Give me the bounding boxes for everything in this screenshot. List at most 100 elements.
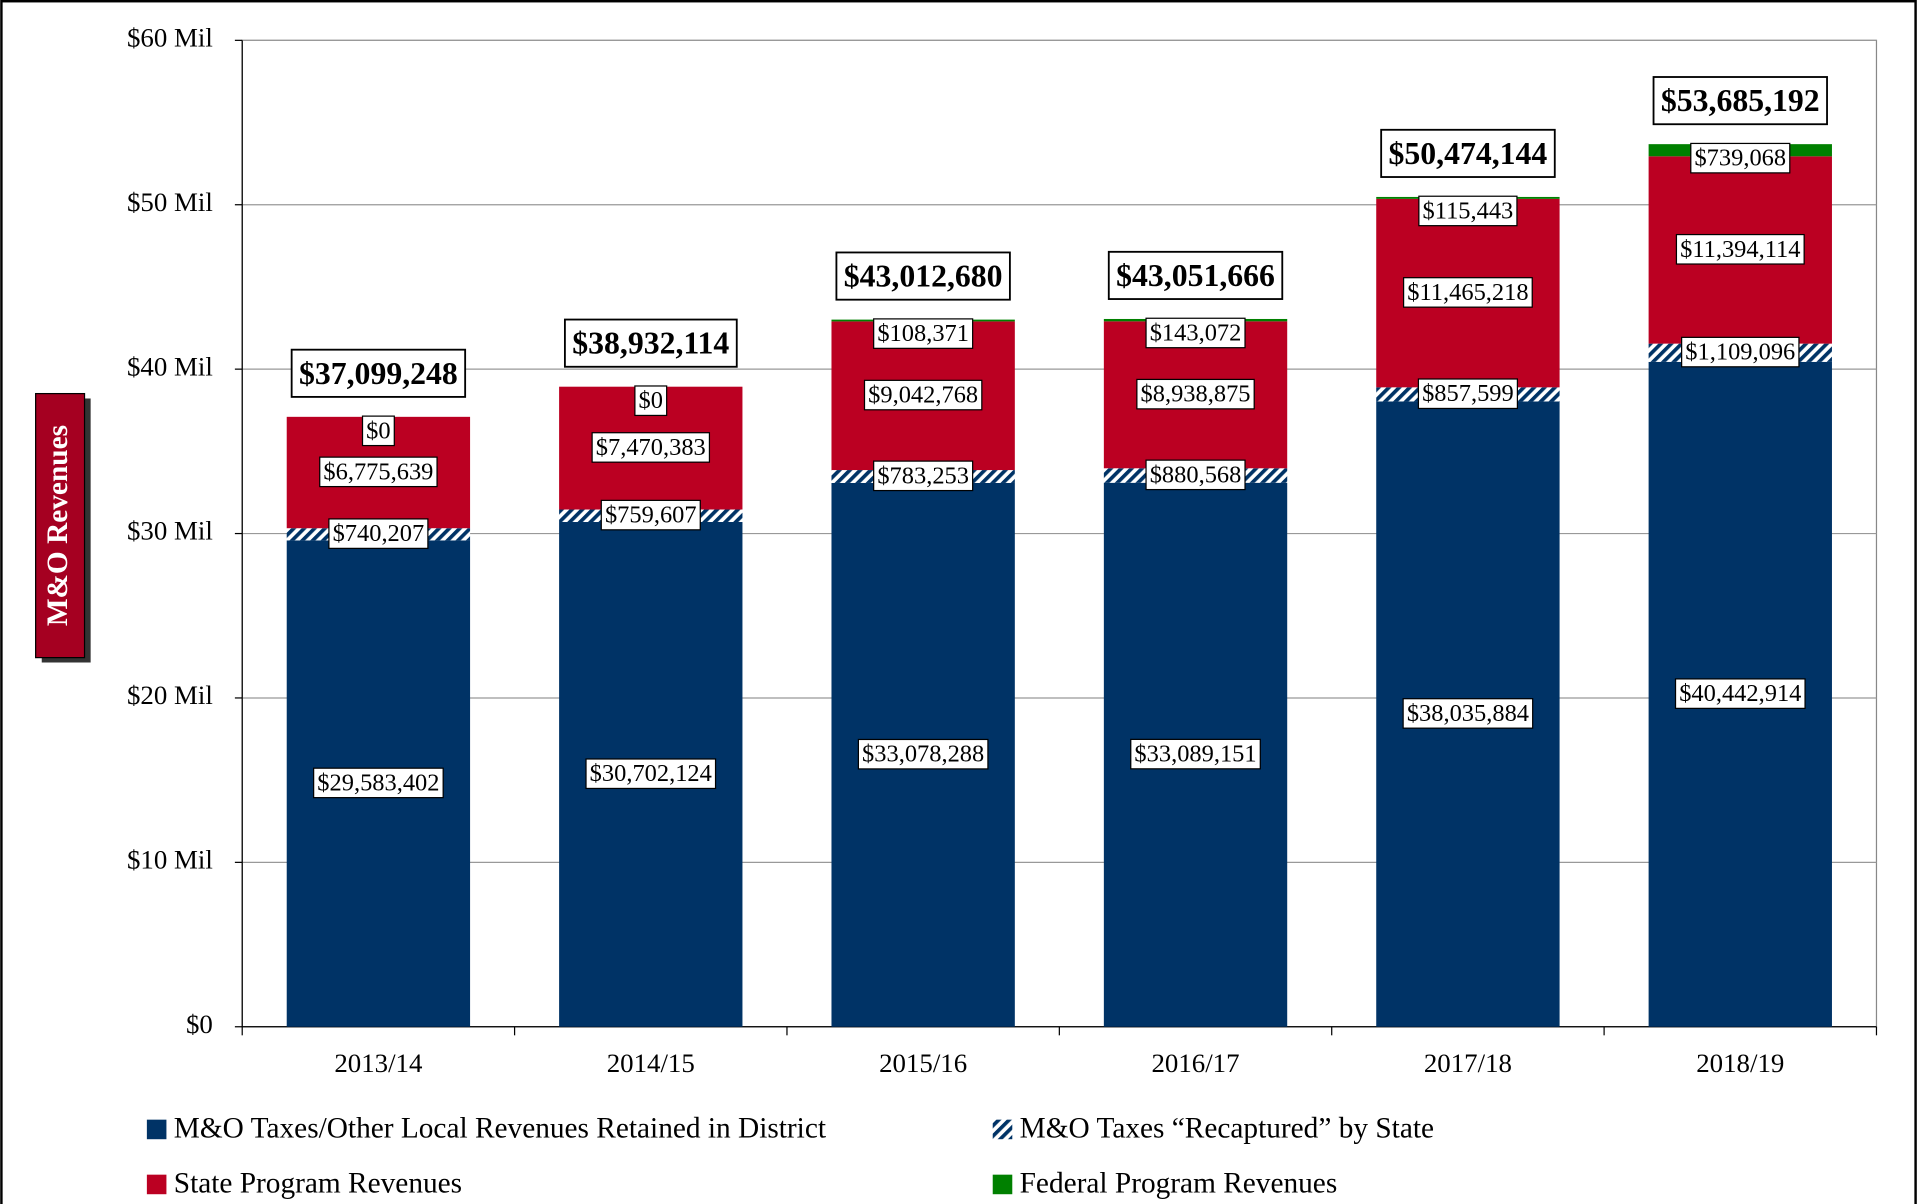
value-label-group: $880,568 [1145, 459, 1246, 491]
value-label-box [600, 499, 701, 531]
value-label: $1,109,096 [1685, 339, 1795, 366]
value-label-group: $0 [361, 415, 395, 447]
value-label-box [361, 415, 395, 447]
value-label-box [634, 385, 668, 417]
value-label: $9,042,768 [868, 382, 978, 409]
value-label-box [873, 318, 974, 349]
legend-label: M&O Taxes/Other Local Revenues Retained … [174, 1112, 826, 1144]
legend-swatch [992, 1119, 1013, 1140]
y-label-box [35, 392, 86, 659]
value-label-box [1402, 698, 1534, 729]
total-label-box [1380, 128, 1556, 178]
y-tick-label: $30 Mil [127, 516, 213, 546]
value-label: $29,583,402 [317, 769, 439, 796]
value-label-group: $11,394,114 [1675, 233, 1805, 265]
value-label-group: $115,443 [1418, 195, 1518, 227]
value-label-group: $33,078,288 [857, 738, 989, 770]
value-label-box [863, 379, 983, 411]
value-label-box [1145, 459, 1246, 491]
value-label-group: $29,583,402 [313, 767, 444, 799]
value-label-box [1681, 336, 1800, 368]
total-label-box [1107, 250, 1284, 300]
value-label: $8,938,875 [1141, 381, 1251, 408]
value-label-group: $11,465,218 [1402, 277, 1533, 308]
value-label-group: $739,068 [1690, 142, 1791, 174]
value-label: $740,207 [333, 520, 425, 547]
value-label: $783,253 [877, 462, 969, 489]
value-label: $7,470,383 [596, 434, 706, 461]
value-label: $30,702,124 [590, 760, 712, 787]
x-tick-label: 2014/15 [607, 1048, 695, 1078]
value-label-box [328, 518, 429, 549]
value-label-group: $8,938,875 [1136, 378, 1255, 410]
total-label-box [290, 348, 467, 398]
x-tick-label: 2013/14 [334, 1048, 423, 1078]
value-label-box [857, 738, 989, 770]
value-label-box [313, 767, 444, 799]
legend-label: Federal Program Revenues [1020, 1167, 1338, 1199]
value-label: $759,607 [605, 502, 697, 529]
value-label: $40,442,914 [1679, 680, 1801, 707]
total-label-group: $50,474,144 [1380, 128, 1556, 178]
value-label-box [1690, 142, 1791, 174]
value-label-box [1418, 195, 1518, 227]
value-label-box [873, 460, 974, 492]
total-label-group: $38,932,114 [563, 318, 738, 368]
total-label: $38,932,114 [572, 326, 729, 361]
y-axis-label-group: M&O Revenues [35, 392, 91, 663]
total-label-box [835, 251, 1011, 301]
value-label-box [591, 432, 711, 463]
legend-swatch [146, 1119, 167, 1140]
total-label: $37,099,248 [299, 356, 458, 391]
y-tick-label: $50 Mil [127, 187, 213, 217]
total-label-group: $53,685,192 [1652, 76, 1828, 126]
value-label: $33,089,151 [1134, 741, 1256, 768]
value-label: $33,078,288 [862, 741, 984, 768]
total-label-group: $43,051,666 [1107, 250, 1284, 300]
value-label: $108,371 [877, 320, 969, 347]
y-tick-label: $0 [186, 1009, 213, 1039]
value-label-group: $38,035,884 [1402, 698, 1534, 729]
value-label: $115,443 [1423, 197, 1514, 224]
total-label-group: $37,099,248 [290, 348, 467, 398]
value-label-group: $143,072 [1145, 317, 1246, 349]
y-tick-label: $40 Mil [127, 351, 213, 381]
value-label-box [585, 758, 717, 790]
legend-swatch [992, 1174, 1013, 1195]
value-label-box [1674, 678, 1806, 709]
total-label: $53,685,192 [1661, 83, 1820, 118]
total-label: $50,474,144 [1388, 136, 1547, 171]
value-label-group: $783,253 [873, 460, 974, 492]
value-label-box [1130, 738, 1261, 770]
y-tick-label: $60 Mil [127, 23, 213, 53]
legend-label: M&O Taxes “Recaptured” by State [1020, 1112, 1434, 1144]
y-tick-label: $10 Mil [127, 845, 213, 875]
value-label-box [1402, 277, 1533, 308]
value-label: $0 [639, 387, 663, 414]
value-label-box [1145, 317, 1246, 349]
x-tick-label: 2017/18 [1424, 1048, 1512, 1078]
value-label-group: $1,109,096 [1681, 336, 1800, 368]
total-label: $43,051,666 [1116, 258, 1275, 293]
value-label: $11,465,218 [1407, 279, 1528, 306]
value-label-group: $857,599 [1417, 378, 1519, 410]
total-label-box [1652, 76, 1828, 126]
value-label-group: $759,607 [600, 499, 701, 531]
total-label-box [563, 318, 738, 368]
value-label-group: $740,207 [328, 518, 429, 549]
value-label: $857,599 [1422, 380, 1514, 407]
value-label: $0 [366, 417, 390, 444]
value-label-box [319, 456, 438, 488]
legend-swatch [146, 1174, 167, 1195]
value-label-group: $33,089,151 [1130, 738, 1261, 770]
value-label: $739,068 [1694, 145, 1786, 172]
value-label-group: $40,442,914 [1674, 678, 1806, 709]
value-label-box [1417, 378, 1519, 410]
value-label: $880,568 [1150, 461, 1242, 488]
value-label-group: $0 [634, 385, 668, 417]
value-label: $11,394,114 [1680, 236, 1800, 263]
value-label: $143,072 [1150, 319, 1242, 346]
y-axis-label: M&O Revenues [42, 425, 74, 626]
value-label-group: $30,702,124 [585, 758, 717, 790]
